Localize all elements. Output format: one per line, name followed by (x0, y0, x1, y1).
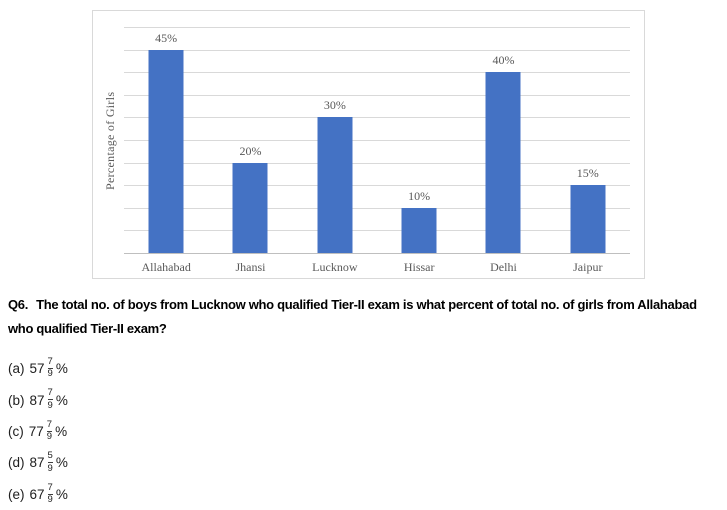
option-c-unit: % (55, 423, 68, 439)
chart-slot-delhi: 40% (461, 27, 545, 253)
option-a-denominator: 9 (47, 367, 53, 380)
x-label-hissar: Hissar (403, 260, 435, 274)
gridline-20 (124, 162, 630, 164)
option-a-label: (a) (8, 361, 25, 377)
x-axis-labels: Allahabad Jhansi Lucknow Hissar Delhi Jaipur (124, 254, 630, 275)
option-b: (b) 87 7 9% (8, 384, 68, 415)
gridline-35 (124, 94, 630, 96)
option-b-denominator: 9 (47, 399, 53, 411)
option-e-whole: 67 (29, 486, 45, 502)
bar-value-label-jaipur: 15% (576, 166, 599, 181)
options-list: (a) 57 7 9% (b) 87 7 9% (c) 77 7 9% (d) 87 5 9% (e) 67 7 9% (8, 353, 68, 510)
plot-area: 45% 20% 30% 10% 40% 15% (124, 27, 630, 254)
option-d-label: (d) (8, 455, 25, 471)
option-e-denominator: 9 (47, 493, 53, 505)
option-c: (c) 77 7 9% (8, 416, 68, 447)
option-c-denominator: 9 (46, 430, 53, 443)
option-d-unit: % (55, 455, 68, 471)
bar-slots: 45% 20% 30% 10% 40% 15% (124, 27, 630, 253)
bar-jaipur (570, 185, 606, 253)
x-label-allahabad: Allahabad (141, 260, 191, 274)
bar-chart: Percentage of Girls 45% 20% 30% 10% 40% 15% A… (92, 10, 645, 279)
bar-value-label-jhansi: 20% (239, 143, 262, 158)
x-label-jaipur: Jaipur (573, 260, 603, 274)
option-b-numerator: 7 (47, 387, 53, 399)
option-c-numerator: 7 (46, 418, 53, 430)
option-e: (e) 67 7 9% (8, 479, 68, 510)
gridline-5 (124, 230, 630, 232)
option-e-numerator: 7 (47, 481, 53, 493)
bar-value-label-delhi: 40% (492, 53, 515, 68)
option-a-numerator: 7 (47, 356, 53, 368)
bar-hissar (401, 207, 437, 253)
option-d: (d) 87 5 9% (8, 447, 68, 478)
bar-jhansi (232, 162, 268, 253)
chart-slot-allahabad: 45% (124, 27, 208, 253)
bar-delhi (485, 72, 521, 253)
bar-lucknow (317, 117, 353, 253)
x-label-jhansi: Jhansi (235, 260, 266, 274)
chart-slot-hissar: 10% (377, 27, 461, 253)
chart-slot-jaipur: 15% (546, 27, 630, 253)
question-body: The total no. of boys from Lucknow who q… (8, 297, 697, 336)
option-e-unit: % (55, 486, 68, 502)
gridline-15 (124, 185, 630, 187)
option-b-whole: 87 (29, 392, 45, 408)
option-d-denominator: 9 (47, 462, 53, 474)
option-a-unit: % (55, 361, 68, 377)
option-b-unit: % (55, 392, 68, 408)
y-axis-title: Percentage of Girls (103, 91, 117, 190)
bar-value-label-lucknow: 30% (323, 98, 346, 113)
option-d-whole: 87 (29, 455, 45, 471)
bar-value-label-hissar: 10% (408, 188, 431, 203)
option-a: (a) 57 7 9% (8, 353, 68, 384)
chart-slot-lucknow: 30% (293, 27, 377, 253)
gridline-50 (124, 27, 630, 28)
option-c-whole: 77 (28, 423, 44, 439)
gridline-45 (124, 49, 630, 51)
gridline-40 (124, 72, 630, 74)
question-number: Q6. (8, 297, 29, 312)
option-d-numerator: 5 (47, 450, 53, 462)
x-label-lucknow: Lucknow (312, 260, 358, 274)
option-b-label: (b) (8, 392, 25, 408)
question-text: Q6. The total no. of boys from Lucknow wh… (8, 293, 724, 341)
gridline-25 (124, 140, 630, 141)
x-label-delhi: Delhi (490, 260, 517, 274)
option-a-whole: 57 (29, 361, 45, 377)
option-c-label: (c) (8, 423, 24, 439)
gridline-30 (124, 117, 630, 119)
gridline-10 (124, 207, 630, 209)
option-e-label: (e) (8, 486, 25, 502)
chart-slot-jhansi: 20% (208, 27, 292, 253)
bar-allahabad (148, 49, 184, 253)
bar-value-label-allahabad: 45% (155, 30, 178, 45)
